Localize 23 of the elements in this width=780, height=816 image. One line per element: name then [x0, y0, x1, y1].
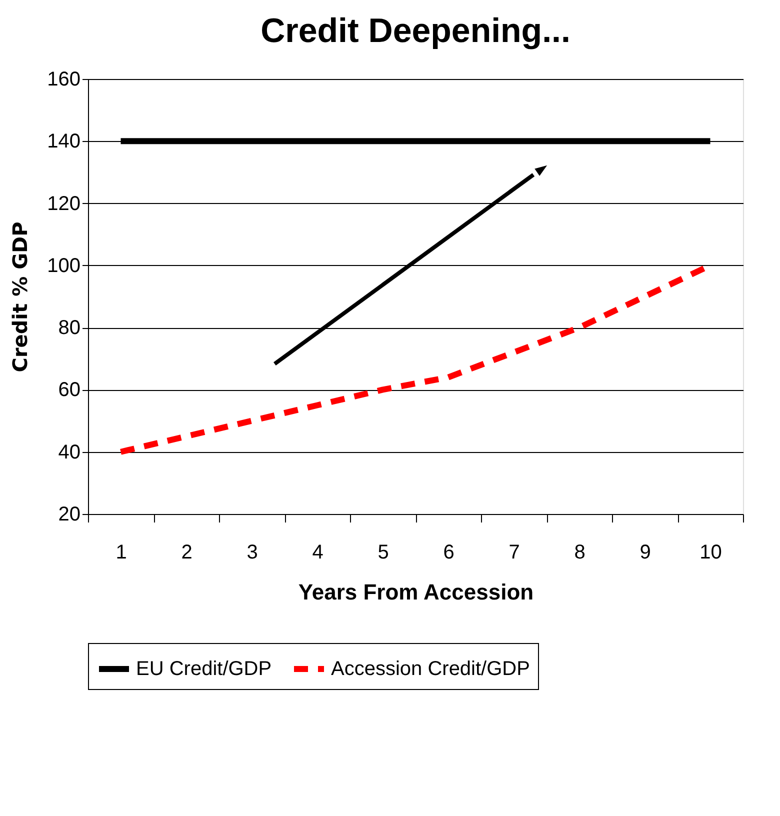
- y-axis-title: Credit % GDP: [8, 222, 32, 372]
- x-tick-label: 4: [312, 542, 324, 564]
- x-tick-label: 10: [700, 542, 722, 564]
- y-tick-label: 40: [58, 441, 80, 464]
- y-tick-label: 160: [47, 68, 80, 90]
- x-tick-label: 5: [378, 542, 389, 564]
- y-tick-label: 80: [58, 317, 80, 340]
- legend-label: Accession Credit/GDP: [331, 658, 530, 680]
- x-tick-label: 1: [116, 542, 127, 564]
- y-tick-label: 100: [47, 254, 80, 277]
- y-tick-label: 120: [47, 192, 80, 215]
- x-tick-label: 6: [443, 542, 454, 564]
- chart-title: Credit Deepening...: [260, 12, 570, 50]
- y-tick-label: 140: [47, 130, 80, 153]
- x-tick-label: 8: [574, 542, 586, 564]
- x-tick-label: 2: [181, 542, 192, 564]
- x-axis-title: Years From Accession: [298, 580, 534, 604]
- y-tick-label: 60: [58, 379, 80, 402]
- x-tick-label: 7: [508, 542, 520, 564]
- y-tick-label: 20: [58, 504, 80, 526]
- legend-label: EU Credit/GDP: [136, 658, 272, 680]
- x-tick-label: 3: [246, 542, 258, 564]
- x-tick-label: 9: [640, 542, 651, 564]
